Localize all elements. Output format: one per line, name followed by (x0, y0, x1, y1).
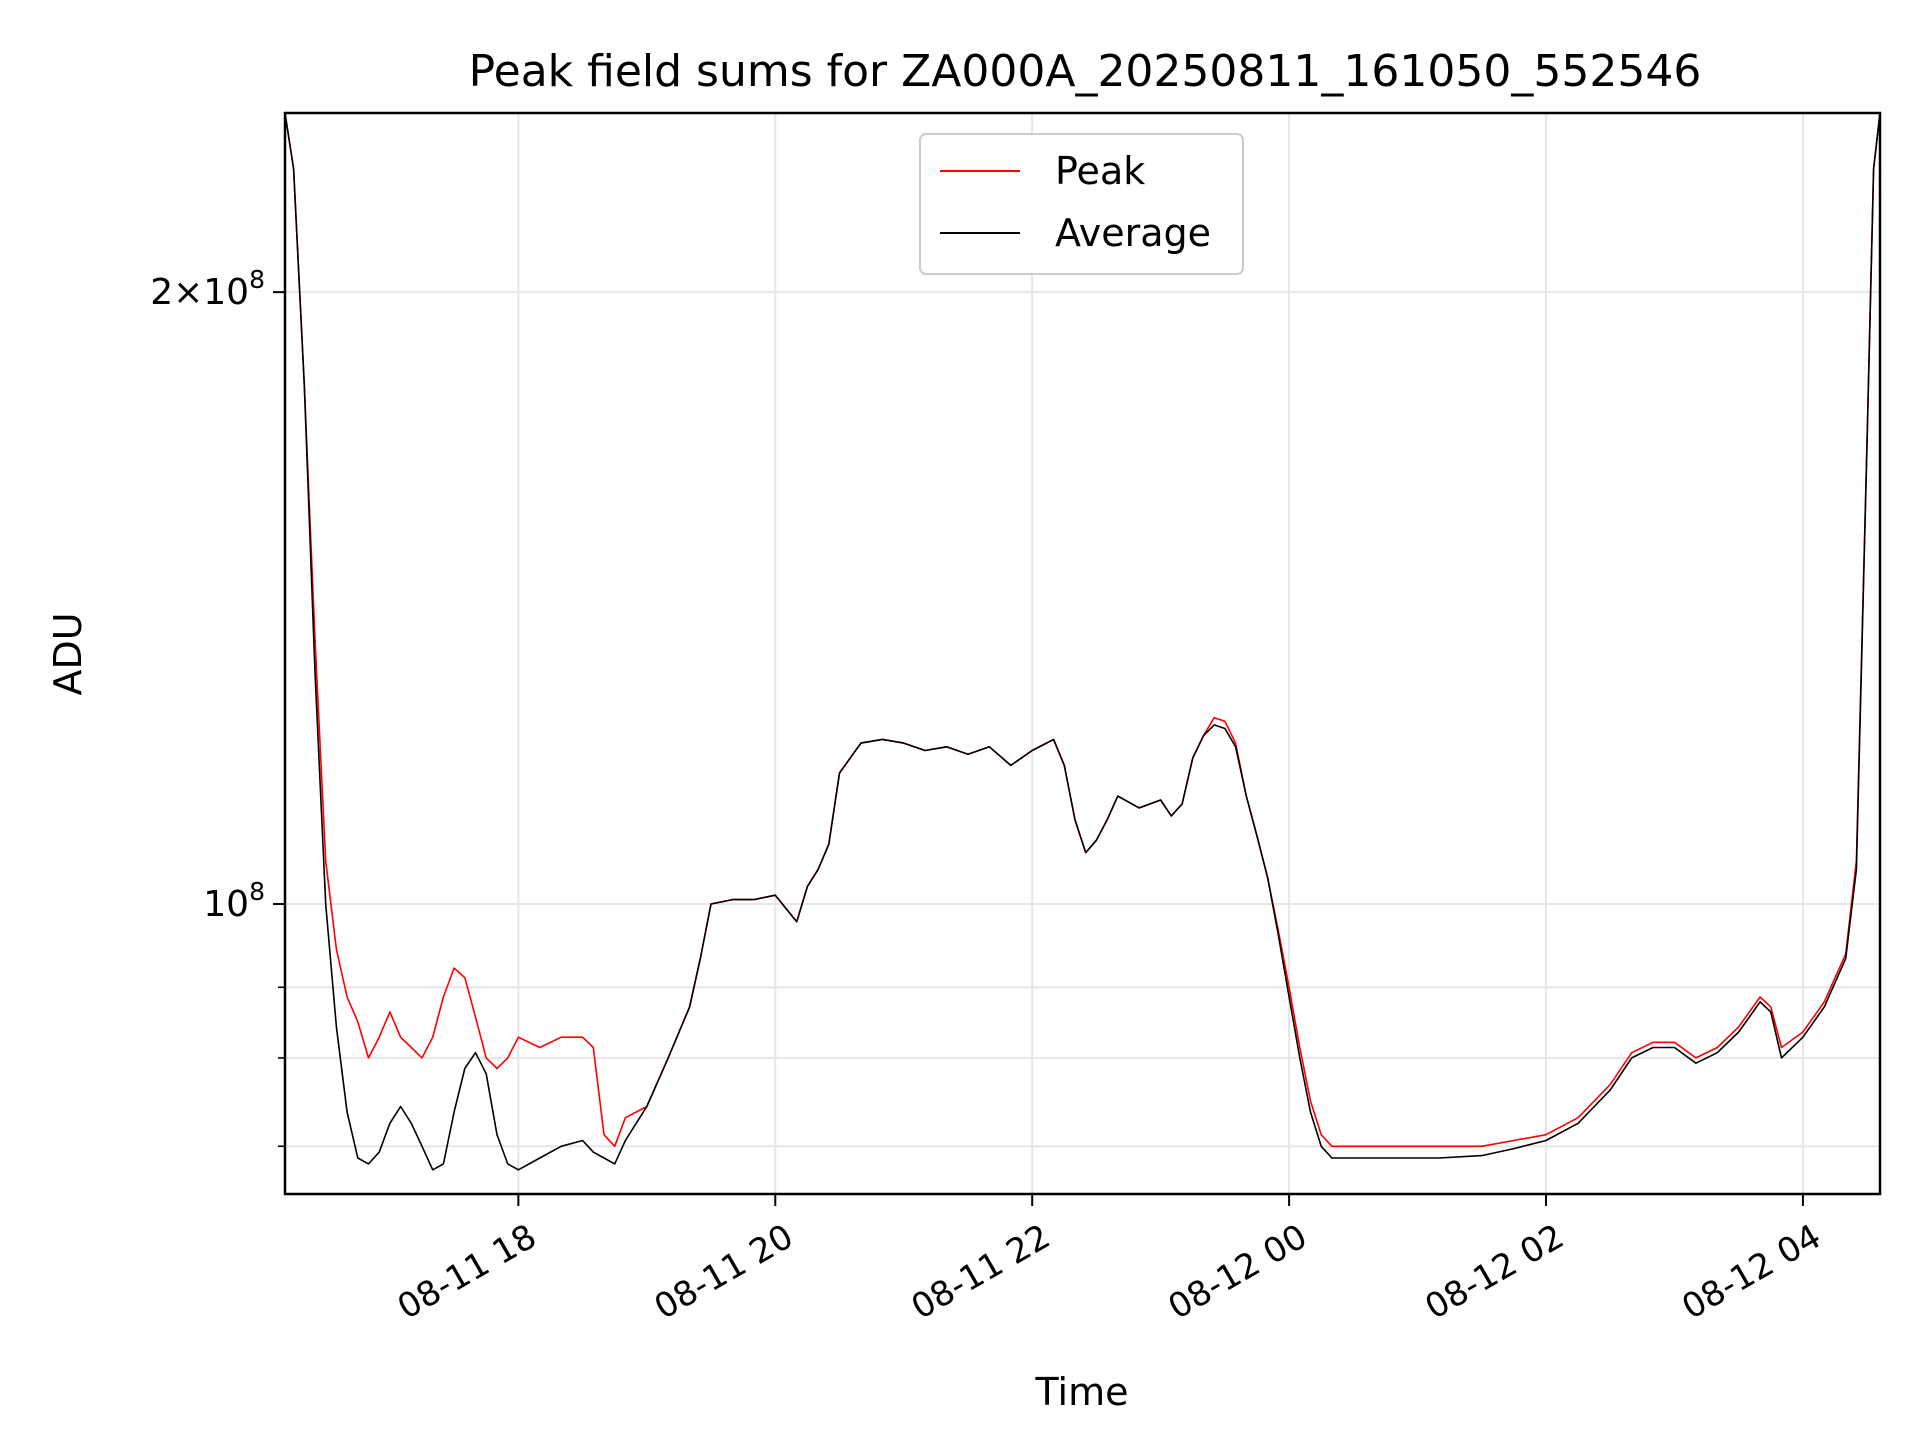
grid (285, 113, 1880, 1194)
y-axis: 108 2×108 (150, 265, 285, 1148)
y-tick-label: 2×108 (150, 265, 265, 313)
x-axis-label: Time (1035, 1370, 1129, 1414)
legend: Peak Average (919, 133, 1244, 275)
chart-title: Peak field sums for ZA000A_20250811_1610… (469, 46, 1702, 97)
x-tick-label: 08-12 02 (1419, 1217, 1571, 1328)
x-axis: 08-11 18 08-11 20 08-11 22 08-12 00 08-12 02… (391, 1194, 1828, 1328)
y-axis-label: ADU (46, 612, 90, 695)
legend-label-average: Average (1055, 211, 1211, 255)
x-tick-label: 08-12 00 (1162, 1217, 1314, 1328)
plot-frame (283, 111, 1882, 1196)
legend-label-peak: Peak (1055, 149, 1145, 193)
y-tick-label: 108 (203, 877, 265, 925)
x-tick-label: 08-12 04 (1675, 1217, 1827, 1328)
x-tick-label: 08-11 20 (648, 1217, 800, 1328)
x-tick-label: 08-11 18 (391, 1217, 543, 1328)
series-layer (284, 112, 1881, 1171)
series-line-average (284, 112, 1881, 1171)
x-tick-label: 08-11 22 (905, 1217, 1057, 1328)
legend-box (919, 133, 1244, 275)
